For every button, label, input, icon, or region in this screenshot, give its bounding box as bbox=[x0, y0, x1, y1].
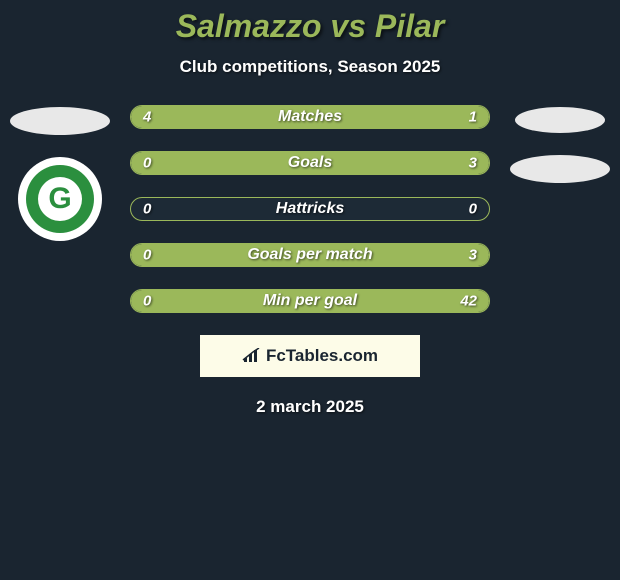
stat-left-value: 0 bbox=[143, 293, 151, 310]
club-badge-left: G bbox=[18, 157, 102, 241]
stat-label: Goals bbox=[288, 154, 332, 172]
left-column: G bbox=[0, 105, 120, 241]
page-title: Salmazzo vs Pilar bbox=[0, 0, 620, 45]
comparison-infographic: Salmazzo vs Pilar Club competitions, Sea… bbox=[0, 0, 620, 580]
stat-label: Min per goal bbox=[263, 292, 357, 310]
right-column bbox=[500, 105, 620, 183]
page-subtitle: Club competitions, Season 2025 bbox=[0, 57, 620, 77]
stat-right-value: 42 bbox=[460, 293, 477, 310]
player-placeholder-left bbox=[10, 107, 110, 135]
bar-chart-icon bbox=[242, 348, 262, 364]
stat-row-hattricks: 0 Hattricks 0 bbox=[130, 197, 490, 221]
stat-row-goals-per-match: 0 Goals per match 3 bbox=[130, 243, 490, 267]
stat-left-value: 0 bbox=[143, 247, 151, 264]
player-placeholder-right bbox=[515, 107, 605, 133]
stat-right-value: 3 bbox=[469, 247, 477, 264]
stat-fill-left bbox=[131, 106, 417, 128]
stat-label: Hattricks bbox=[276, 200, 344, 218]
stat-fill-left bbox=[131, 152, 203, 174]
stat-left-value: 0 bbox=[143, 155, 151, 172]
main-layout: G 4 Matches 1 0 Goals 3 bbox=[0, 105, 620, 313]
stat-row-matches: 4 Matches 1 bbox=[130, 105, 490, 129]
club-placeholder-right bbox=[510, 155, 610, 183]
stat-fill-right bbox=[417, 106, 489, 128]
stat-left-value: 4 bbox=[143, 109, 151, 126]
stat-right-value: 3 bbox=[469, 155, 477, 172]
stat-fill-right bbox=[203, 152, 489, 174]
badge-letter: G bbox=[38, 177, 82, 221]
stat-label: Matches bbox=[278, 108, 342, 126]
stats-column: 4 Matches 1 0 Goals 3 0 Hattricks 0 bbox=[120, 105, 500, 313]
stat-right-value: 0 bbox=[469, 201, 477, 218]
brand-text: FcTables.com bbox=[266, 346, 378, 366]
date-line: 2 march 2025 bbox=[0, 397, 620, 417]
stat-right-value: 1 bbox=[469, 109, 477, 126]
stat-row-goals: 0 Goals 3 bbox=[130, 151, 490, 175]
brand-box: FcTables.com bbox=[200, 335, 420, 377]
stat-row-min-per-goal: 0 Min per goal 42 bbox=[130, 289, 490, 313]
stat-label: Goals per match bbox=[247, 246, 372, 264]
stat-left-value: 0 bbox=[143, 201, 151, 218]
